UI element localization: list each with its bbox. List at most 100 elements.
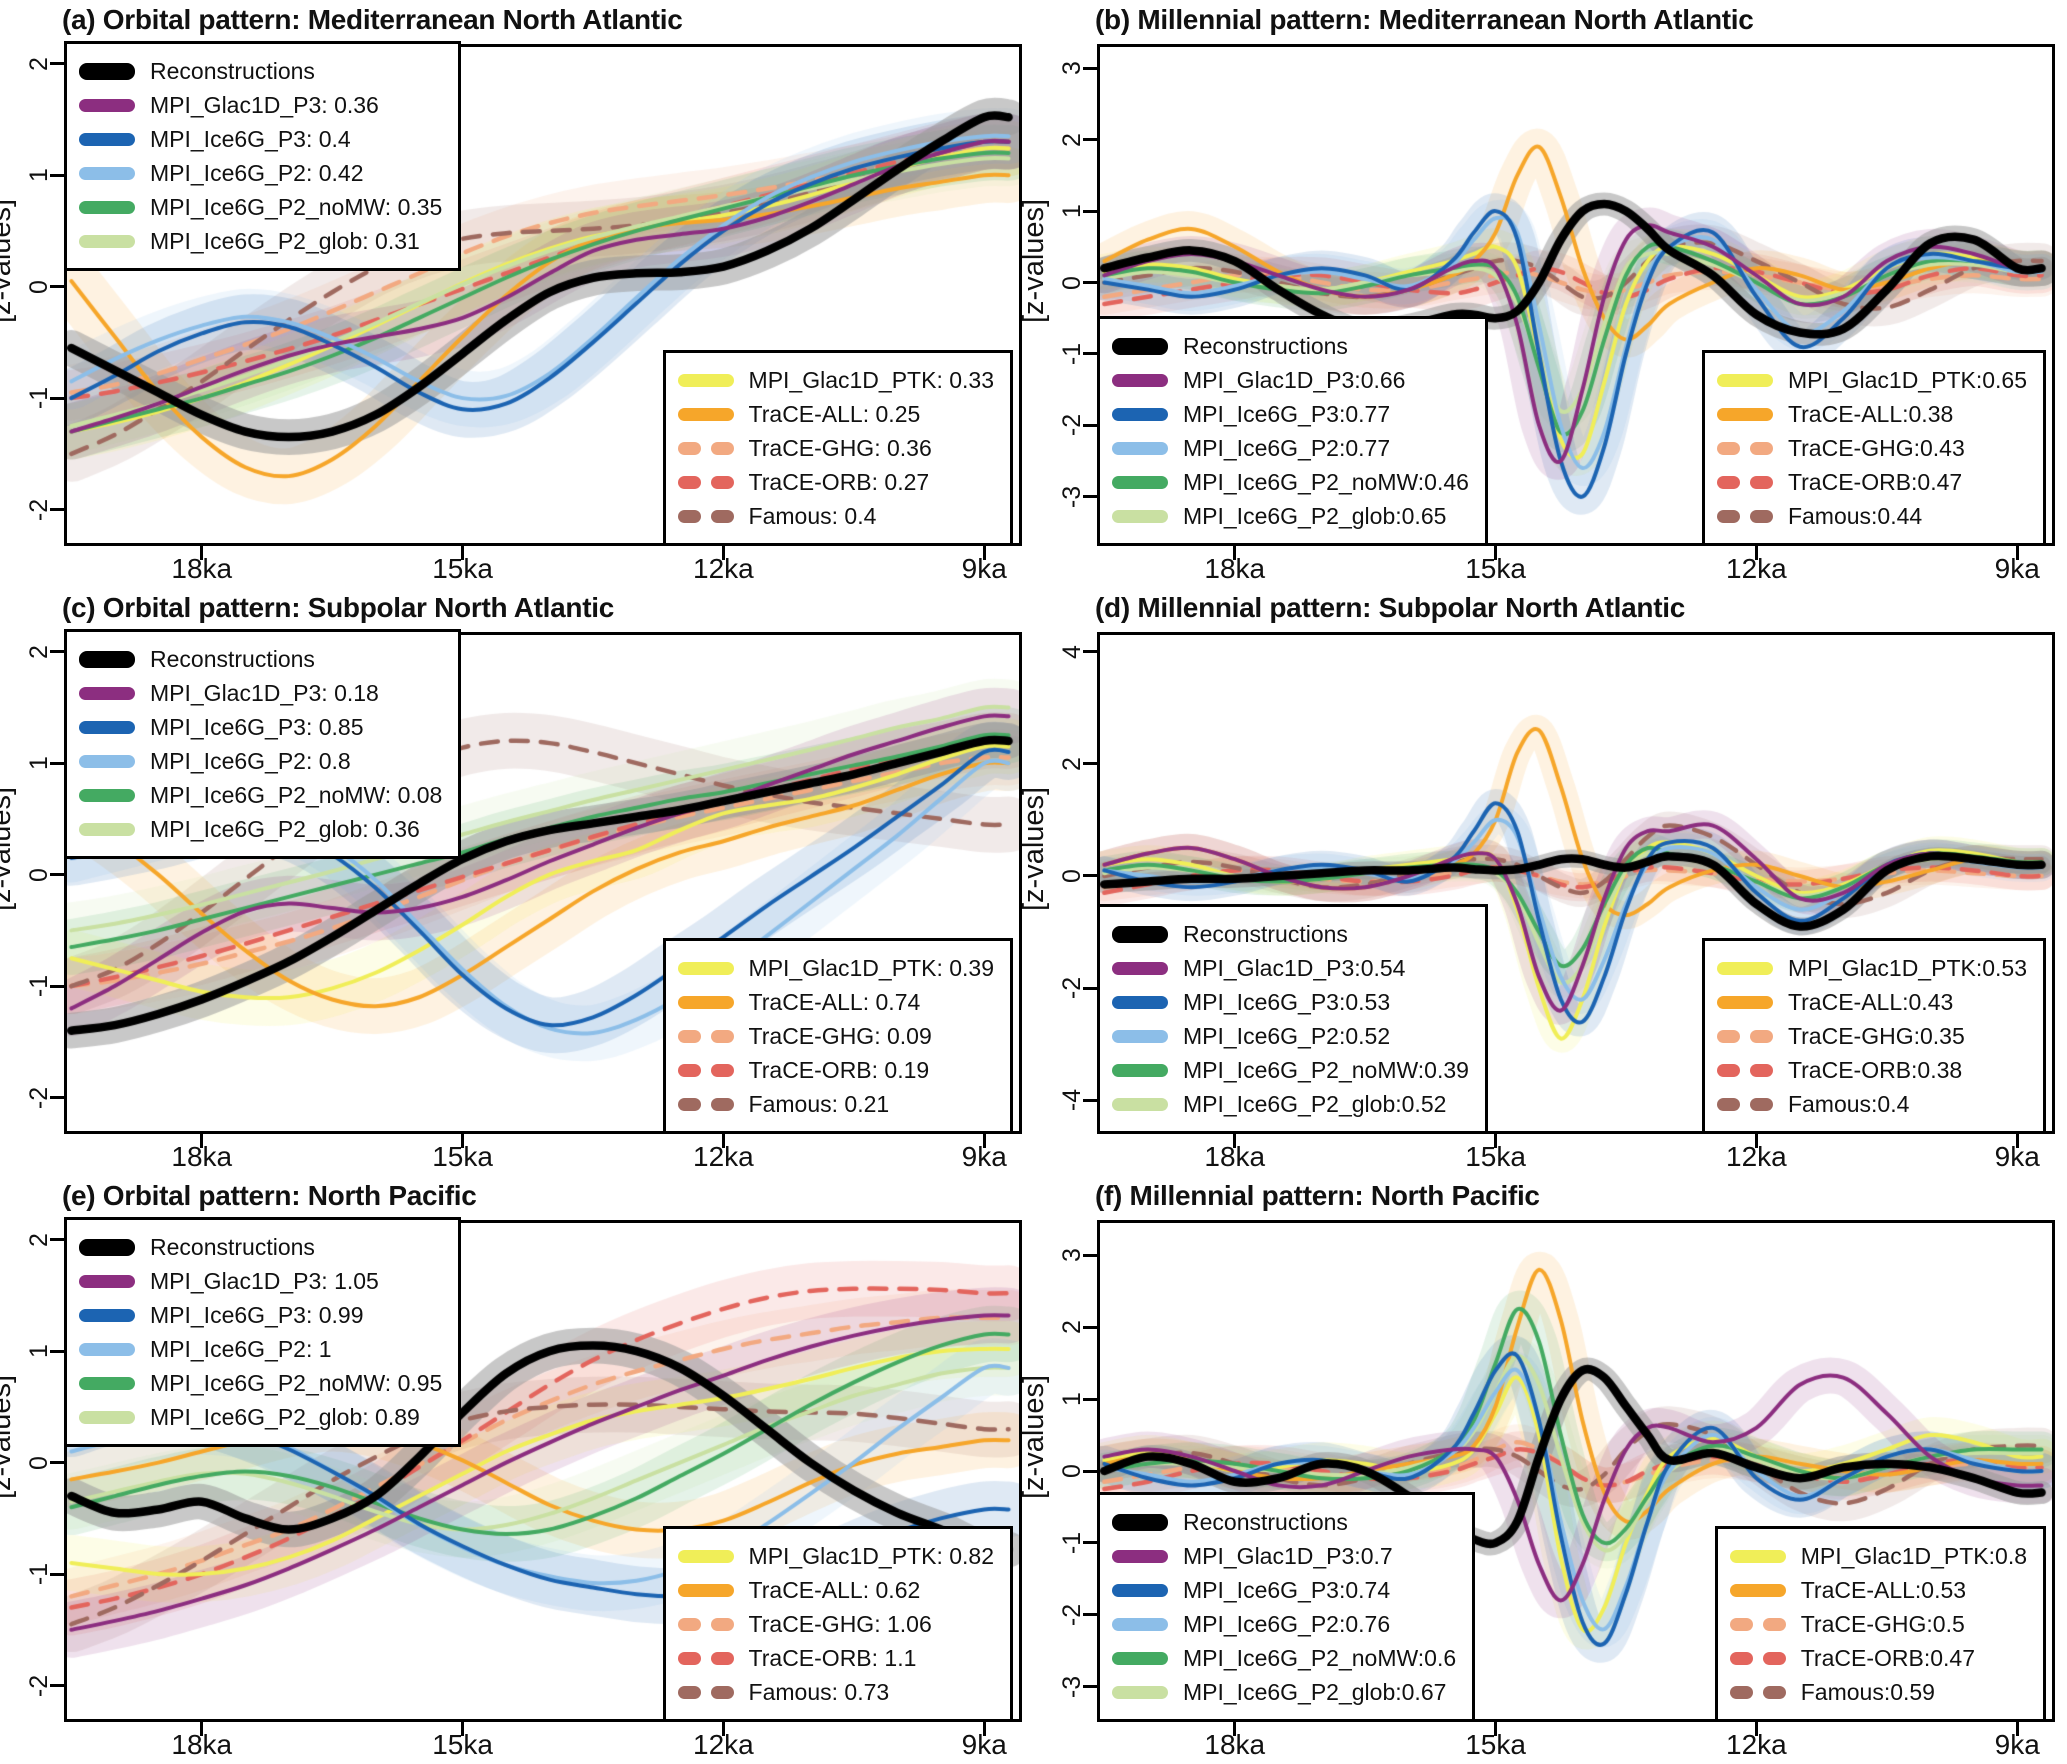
legend-item: MPI_Glac1D_PTK: 0.82: [677, 1539, 994, 1573]
legend-swatch-TraCE-ALL: [677, 407, 734, 421]
x-tick: [461, 1722, 465, 1736]
legend-item: TraCE-ORB:0.38: [1716, 1053, 2027, 1087]
legend-label: MPI_Glac1D_P3:0.66: [1183, 366, 1406, 393]
legend-label: TraCE-ALL:0.38: [1787, 400, 1954, 427]
legend-item: MPI_Ice6G_P2_noMW: 0.35: [79, 190, 442, 224]
legend-item: TraCE-ORB: 1.1: [677, 1641, 994, 1675]
dash-segment: [710, 1097, 734, 1111]
legend-label: Reconstructions: [150, 645, 315, 672]
legend-label: MPI_Ice6G_P2:0.76: [1183, 1610, 1391, 1637]
y-tick: [1083, 762, 1097, 766]
legend-swatch-Reconstructions: [79, 1238, 135, 1256]
legend-label: MPI_Glac1D_PTK: 0.39: [748, 954, 994, 981]
y-tick: [1083, 1098, 1097, 1102]
y-axis-label-text: [z-values]: [0, 198, 17, 323]
legend-item: MPI_Ice6G_P2_glob: 0.31: [79, 224, 442, 258]
y-tick: [50, 285, 64, 289]
y-tick-label: -1: [1058, 1531, 1086, 1554]
legend-label: TraCE-GHG: 0.09: [748, 1022, 932, 1049]
x-tick: [200, 1134, 204, 1148]
legend-label: TraCE-GHG:0.43: [1787, 434, 1965, 461]
legend-item: Reconstructions: [1112, 329, 1469, 363]
y-tick: [50, 873, 64, 877]
legend-label: MPI_Ice6G_P2_noMW:0.39: [1183, 1056, 1469, 1083]
legend-swatch-TraCE-GHG: [677, 1617, 734, 1631]
x-tick-label: 9ka: [961, 1729, 1007, 1760]
panel-d: (d) Millennial pattern: Subpolar North A…: [1018, 588, 2067, 1176]
legend-swatch-MPI_Ice6G_P2: [1112, 1029, 1168, 1043]
legend-swatch-TraCE-ALL: [677, 995, 734, 1009]
x-tick-label: 9ka: [1994, 1141, 2040, 1172]
legend-item: MPI_Glac1D_PTK:0.65: [1716, 363, 2027, 397]
legend-swatch-MPI_Ice6G_P2: [79, 1342, 135, 1356]
legend-label: MPI_Ice6G_P2: 1: [150, 1335, 332, 1362]
legend-swatch-Reconstructions: [1112, 1513, 1168, 1531]
x-tick-label: 18ka: [171, 553, 233, 584]
x-tick-label: 18ka: [1204, 1141, 1266, 1172]
legend-swatch-MPI_Ice6G_P3: [79, 1308, 135, 1322]
legend-item: TraCE-ALL:0.38: [1716, 397, 2027, 431]
legend-label: TraCE-GHG:0.35: [1787, 1022, 1965, 1049]
legend-item: MPI_Glac1D_P3: 0.18: [79, 676, 442, 710]
legend-swatch-Famous: [677, 509, 734, 523]
dash-segment: [710, 509, 734, 523]
x-tick-label: 9ka: [1994, 553, 2040, 584]
legend-item: MPI_Ice6G_P2_glob: 0.36: [79, 812, 442, 846]
panel-f-title: (f) Millennial pattern: North Pacific: [1095, 1180, 1540, 1211]
legend-label: TraCE-ALL:0.43: [1787, 988, 1954, 1015]
legend-item: MPI_Ice6G_P2_glob:0.67: [1112, 1675, 1456, 1709]
y-tick-label: 2: [1058, 132, 1086, 147]
legend-label: TraCE-ORB:0.47: [1800, 1644, 1975, 1671]
x-tick: [1754, 546, 1758, 560]
legend-swatch-MPI_Ice6G_P3: [1112, 407, 1168, 421]
plot-box-a: [z-values] -2 -1 0 1 2 18ka 15ka 12ka 9ka Reconstr…: [0, 41, 1022, 584]
panel-f-legend-secondary: MPI_Glac1D_PTK:0.8 TraCE-ALL:0.53 TraCE-GH…: [1714, 1526, 2046, 1722]
dash-segment: [710, 441, 734, 455]
panel-d-legend-main: Reconstructions MPI_Glac1D_P3:0.54 MPI_Ice…: [1097, 904, 1488, 1134]
y-tick: [1083, 1397, 1097, 1401]
legend-swatch-MPI_Glac1D_P3: [1112, 1549, 1168, 1563]
dash-segment: [677, 509, 701, 523]
legend-item: MPI_Ice6G_P3: 0.99: [79, 1298, 442, 1332]
plot-box-b: [z-values] -3 -2 -1 0 1 2 3 18ka 15ka 12ka 9ka Recon…: [1018, 44, 2055, 584]
y-tick-label: 0: [1058, 1464, 1086, 1478]
legend-item: TraCE-ALL:0.43: [1716, 985, 2027, 1019]
legend-item: MPI_Glac1D_PTK:0.53: [1716, 951, 2027, 985]
legend-item: TraCE-ALL: 0.74: [677, 985, 994, 1019]
legend-label: MPI_Glac1D_P3: 0.18: [150, 679, 379, 706]
legend-label: TraCE-GHG: 0.36: [748, 434, 932, 461]
legend-swatch-MPI_Ice6G_P3: [79, 132, 135, 146]
dash-segment: [710, 1685, 734, 1699]
y-tick: [50, 173, 64, 177]
dash-segment: [1729, 1685, 1753, 1699]
y-tick-label: 0: [25, 867, 53, 882]
legend-label: TraCE-GHG: 1.06: [748, 1610, 932, 1637]
legend-item: MPI_Ice6G_P2_glob:0.65: [1112, 499, 1469, 533]
y-tick-label: -1: [1058, 342, 1086, 365]
y-tick-label: -3: [1058, 1675, 1086, 1698]
y-tick: [50, 62, 64, 66]
legend-label: MPI_Ice6G_P2:0.52: [1183, 1022, 1391, 1049]
panel-e-plot: [z-values] -2 -1 0 1 2 18ka 15ka 12ka 9ka Reconstr…: [0, 1176, 1033, 1764]
legend-item: MPI_Glac1D_P3: 0.36: [79, 88, 442, 122]
y-tick: [50, 984, 64, 988]
legend-label: MPI_Glac1D_P3: 1.05: [150, 1267, 379, 1294]
legend-item: MPI_Glac1D_P3: 1.05: [79, 1264, 442, 1298]
y-tick: [1083, 1253, 1097, 1257]
x-tick-label: 18ka: [171, 1141, 233, 1172]
y-tick: [1083, 1469, 1097, 1473]
legend-label: Famous: 0.4: [748, 502, 877, 529]
dash-segment: [677, 475, 701, 489]
legend-swatch-MPI_Ice6G_P2: [79, 166, 135, 180]
panel-c: (c) Orbital pattern: Subpolar North Atla…: [0, 588, 1033, 1176]
y-tick: [1083, 352, 1097, 356]
legend-item: MPI_Glac1D_PTK: 0.39: [677, 951, 994, 985]
x-tick: [1754, 1722, 1758, 1736]
legend-swatch-MPI_Ice6G_P2_glob: [1112, 1097, 1168, 1111]
legend-item: Reconstructions: [79, 642, 442, 676]
panel-b-legend-secondary: MPI_Glac1D_PTK:0.65 TraCE-ALL:0.38 TraCE-G…: [1701, 350, 2046, 546]
dash-segment: [1716, 441, 1740, 455]
legend-swatch-MPI_Ice6G_P2_noMW: [79, 200, 135, 214]
legend-item: MPI_Ice6G_P3:0.53: [1112, 985, 1469, 1019]
legend-label: Famous:0.59: [1800, 1678, 1935, 1705]
